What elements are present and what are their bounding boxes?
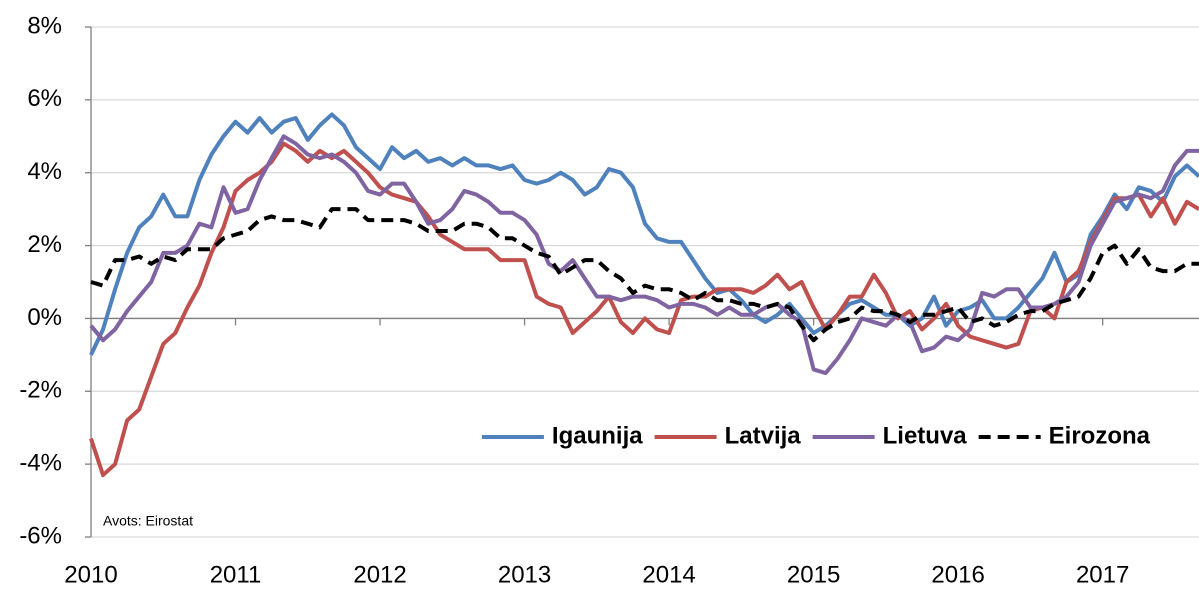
y-tick-label: 0% (27, 304, 62, 331)
legend-label: Eirozona (1049, 422, 1151, 449)
x-tick-label: 2013 (498, 561, 551, 588)
x-tick-label: 2011 (210, 561, 262, 588)
source-note: Avots: Eirostat (103, 513, 193, 529)
y-tick-label: 2% (27, 231, 62, 258)
series-line (89, 134, 1199, 376)
x-tick-label: 2014 (642, 561, 695, 588)
y-tick-label: -6% (19, 522, 62, 549)
series-line (89, 141, 1199, 478)
y-tick-label: 6% (27, 85, 62, 112)
y-tick-label: 4% (27, 158, 62, 185)
legend-label: Lietuva (883, 422, 968, 449)
y-tick-label: -2% (19, 377, 62, 404)
y-tick-label: -4% (19, 449, 62, 476)
legend-label: Igaunija (552, 422, 643, 449)
series-line (90, 207, 1199, 343)
x-tick-label: 2017 (1076, 561, 1129, 588)
legend-label: Latvija (725, 422, 802, 449)
x-tick-label: 2010 (64, 561, 117, 588)
x-tick-label: 2016 (931, 561, 984, 588)
series-line (89, 112, 1199, 356)
y-tick-label: 8% (27, 12, 62, 39)
x-tick-label: 2012 (353, 561, 406, 588)
x-tick-label: 2015 (787, 561, 840, 588)
